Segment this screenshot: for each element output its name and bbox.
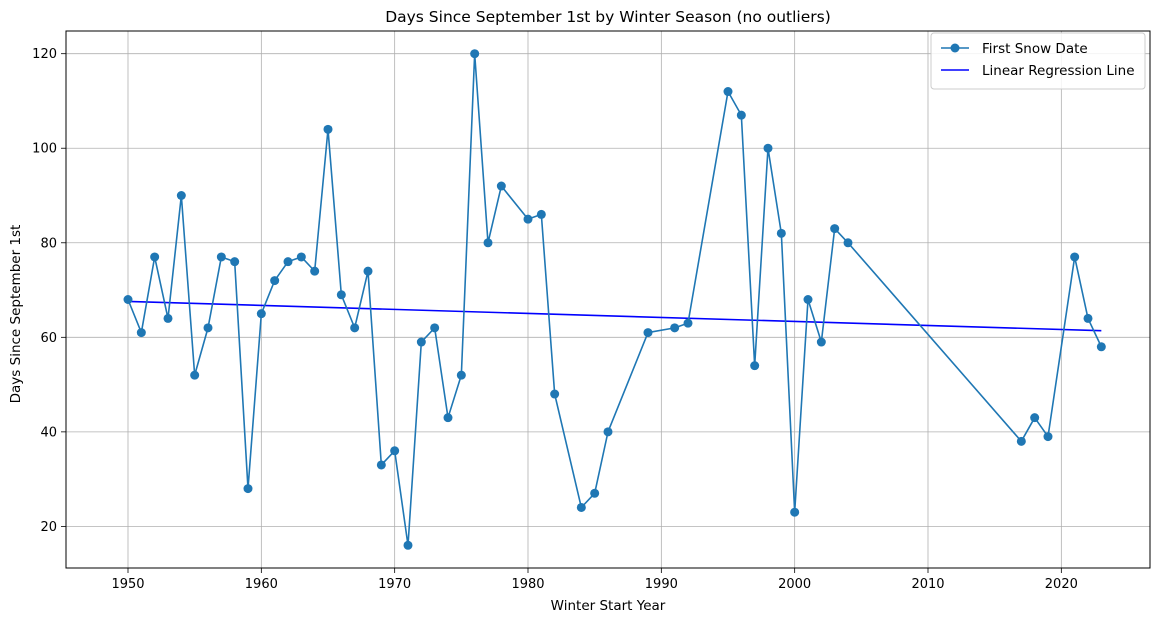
first-snow-point [803, 295, 813, 304]
first-snow-point [430, 323, 440, 333]
first-snow-line [127, 52, 1103, 547]
y-tick-label: 60 [40, 331, 57, 346]
axis-ticks: 1950 1960 1970 1980 1990 2000 2010 202020406080… [32, 47, 1078, 592]
first-snow-point [483, 238, 493, 248]
first-snow-point [750, 361, 760, 371]
first-snow-point [576, 502, 586, 512]
x-axis-label: Winter Start Year [551, 598, 666, 614]
y-tick-label: 120 [32, 47, 57, 62]
first-snow-point [203, 323, 213, 333]
first-snow-point [1096, 342, 1106, 352]
x-tick-label: 2010 [911, 577, 944, 592]
first-snow-point [296, 252, 306, 262]
first-snow-point [336, 290, 346, 300]
first-snow-point [136, 328, 146, 338]
legend-entry-regression: Linear Regression Line [941, 63, 1135, 79]
first-snow-point [590, 488, 600, 498]
x-tick-label: 1970 [378, 577, 411, 592]
first-snow-point [763, 143, 773, 153]
y-axis-label: Days Since September 1st [8, 225, 24, 404]
first-snow-point [456, 370, 466, 380]
first-snow-point [670, 323, 680, 333]
first-snow-point [310, 266, 320, 276]
x-tick-label: 2000 [778, 577, 811, 592]
first-snow-point [830, 224, 840, 234]
first-snow-point [150, 252, 160, 262]
x-tick-label: 1950 [111, 577, 144, 592]
x-tick-label: 2020 [1045, 577, 1078, 592]
first-snow-point [176, 191, 186, 201]
y-tick-label: 100 [32, 142, 57, 157]
legend-entry-first-snow: First Snow Date [941, 41, 1088, 57]
first-snow-point [470, 49, 480, 59]
first-snow-point [376, 460, 386, 470]
first-snow-point [643, 328, 653, 338]
legend-label-first-snow: First Snow Date [982, 41, 1088, 57]
chart-title: Days Since September 1st by Winter Seaso… [385, 8, 831, 26]
plot-series [123, 49, 1106, 550]
y-tick-label: 80 [40, 236, 57, 251]
first-snow-point [163, 313, 173, 323]
plot-frame [65, 30, 1151, 569]
first-snow-point [190, 370, 200, 380]
first-snow-point [723, 87, 733, 97]
first-snow-point [363, 266, 373, 276]
legend-box [930, 32, 1146, 90]
x-tick-label: 1960 [245, 577, 278, 592]
first-snow-point [416, 337, 426, 347]
first-snow-point [536, 209, 546, 219]
first-snow-point [1043, 432, 1053, 442]
first-snow-point [816, 337, 826, 347]
legend: First Snow Date Linear Regression Line [930, 32, 1146, 90]
first-snow-point [216, 252, 226, 262]
y-tick-label: 40 [40, 425, 57, 440]
first-snow-point [256, 309, 266, 319]
first-snow-point [790, 507, 800, 517]
first-snow-point [243, 484, 253, 494]
first-snow-point [1030, 413, 1040, 423]
first-snow-point [550, 389, 560, 399]
legend-marker-first-snow [950, 43, 960, 53]
x-tick-label: 1990 [645, 577, 678, 592]
first-snow-point [390, 446, 400, 456]
first-snow-point [843, 238, 853, 248]
first-snow-point [683, 318, 693, 328]
first-snow-point [523, 214, 533, 224]
first-snow-point [1016, 436, 1026, 446]
x-tick-label: 1980 [511, 577, 544, 592]
first-snow-point [736, 110, 746, 120]
first-snow-point [496, 181, 506, 191]
first-snow-point [1083, 313, 1093, 323]
first-snow-point [123, 295, 133, 304]
first-snow-point [230, 257, 240, 267]
y-tick-label: 20 [40, 520, 57, 535]
first-snow-point [403, 540, 413, 550]
first-snow-point [443, 413, 453, 423]
legend-label-regression: Linear Regression Line [982, 63, 1135, 79]
first-snow-point [323, 124, 333, 134]
regression-line [127, 300, 1102, 332]
first-snow-point [283, 257, 293, 267]
first-snow-point [270, 276, 280, 286]
first-snow-point [350, 323, 360, 333]
first-snow-point [1070, 252, 1080, 262]
first-snow-point [603, 427, 613, 437]
first-snow-point [776, 228, 786, 238]
